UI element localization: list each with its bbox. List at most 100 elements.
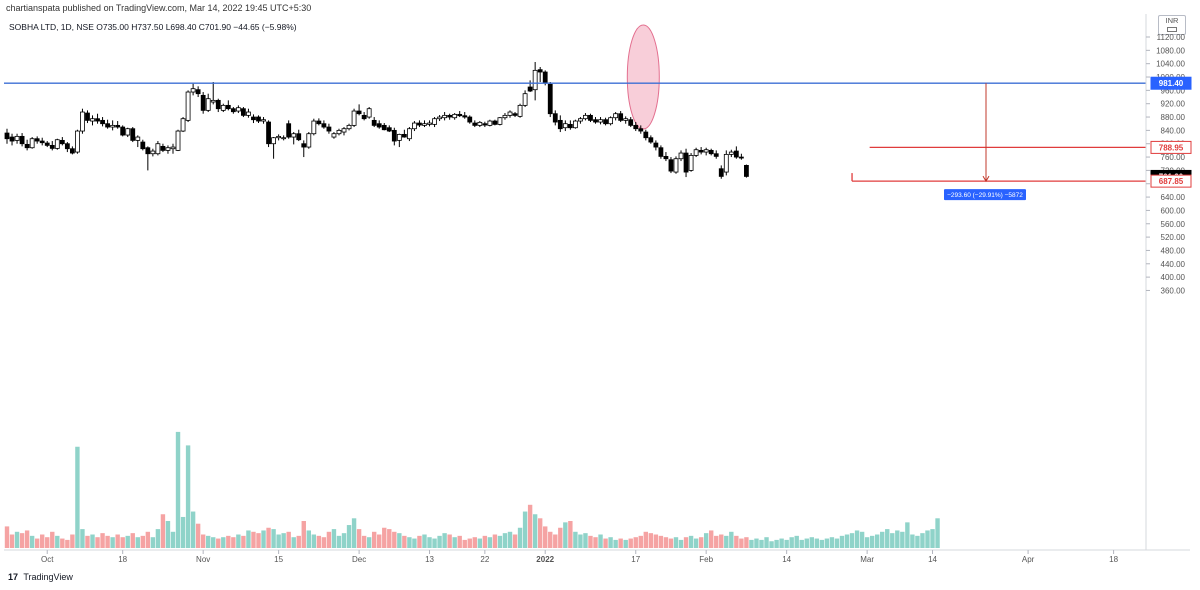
- currency-button[interactable]: INR: [1158, 15, 1186, 35]
- volume-bar: [311, 534, 317, 548]
- candle-body: [39, 140, 45, 144]
- candle-body: [150, 150, 156, 155]
- candle-body: [633, 124, 639, 130]
- candle-body: [135, 136, 141, 141]
- candle-body: [452, 113, 458, 119]
- volume-bar: [714, 535, 719, 548]
- volume-bar: [698, 537, 704, 548]
- volume-bar: [432, 538, 437, 548]
- volume-bar: [683, 537, 689, 548]
- time-tick-label: Feb: [699, 555, 713, 564]
- resistance-price-tag: 981.40: [1159, 79, 1184, 88]
- candle-body: [195, 89, 201, 95]
- volume-bar: [719, 534, 724, 548]
- volume-bar: [70, 534, 75, 548]
- candle-body: [210, 99, 216, 103]
- candle-body: [487, 120, 493, 126]
- time-tick-label: 17: [631, 555, 640, 564]
- volume-bar: [50, 531, 55, 548]
- volume-bar: [693, 538, 699, 548]
- volume-bar: [180, 516, 186, 548]
- candle-body: [663, 155, 669, 160]
- publisher-line: chartianspata published on TradingView.c…: [6, 3, 312, 13]
- candle-body: [200, 94, 206, 111]
- candles: [4, 62, 749, 179]
- volume-bar: [925, 530, 930, 548]
- volume-bar: [221, 537, 226, 548]
- candle-body: [291, 133, 297, 138]
- volume-bar: [291, 537, 296, 548]
- candle-body: [638, 128, 644, 132]
- volume-bar: [527, 504, 533, 548]
- candle-body: [648, 137, 654, 143]
- volume-bar: [724, 535, 729, 548]
- volume-bar: [588, 535, 593, 548]
- volume-bar: [130, 533, 135, 548]
- candle-body: [356, 110, 362, 115]
- candle-body: [417, 122, 422, 126]
- volume-bar: [105, 535, 110, 548]
- volume-bar: [598, 534, 603, 548]
- volume-bar: [915, 535, 920, 548]
- candle-body: [361, 114, 367, 120]
- candle-body: [618, 113, 624, 121]
- volume-bar: [135, 537, 140, 548]
- price-tick-label: 1120.00: [1157, 33, 1186, 42]
- candle-body: [24, 143, 30, 149]
- volume-bar: [387, 529, 392, 548]
- volume-bar: [864, 537, 870, 548]
- volume-bar: [824, 538, 830, 548]
- candle-body: [401, 133, 407, 138]
- volume-bar: [829, 537, 835, 548]
- volume-bar: [593, 537, 598, 548]
- time-axis[interactable]: Oct 18 Nov 15 Dec 13 22 2022 17 Feb 14 Mar 14 Apr 18: [4, 549, 1190, 564]
- volume-bar: [492, 534, 498, 548]
- candle-body: [326, 126, 332, 132]
- volume-bar: [859, 531, 865, 548]
- candle-body: [321, 123, 327, 128]
- volume-bar: [195, 523, 201, 548]
- candle-body: [341, 128, 347, 133]
- volume-bar: [120, 537, 125, 548]
- candle-body: [246, 111, 251, 116]
- volume-bar: [895, 530, 900, 548]
- candle-body: [301, 143, 307, 148]
- volume-bar: [930, 529, 935, 548]
- volume-bar: [749, 539, 754, 548]
- candle-body: [376, 123, 382, 128]
- volume-bar: [110, 537, 115, 548]
- volume-bar: [9, 534, 15, 548]
- candle-body: [271, 137, 276, 145]
- drawing-overlays-back: [626, 24, 660, 130]
- candle-body: [467, 116, 473, 123]
- candle-body: [713, 153, 719, 157]
- candle-body: [29, 138, 35, 149]
- volume-bar: [34, 538, 40, 548]
- candle-body: [427, 122, 432, 125]
- toggle-icon: [1167, 27, 1177, 32]
- volume-bar: [447, 534, 452, 548]
- range-high-price-tag: 788.95: [1159, 143, 1184, 152]
- candle-body: [532, 69, 538, 91]
- volume-bar: [839, 535, 845, 548]
- volume-bar: [276, 534, 281, 548]
- price-axis[interactable]: 1120.001080.001040.001000.00960.00920.00…: [1145, 14, 1192, 550]
- volume-bar: [497, 535, 503, 548]
- candle-body: [49, 144, 55, 149]
- price-tick-label: 440.00: [1161, 260, 1186, 269]
- volume-bar: [885, 529, 890, 548]
- volume-bar: [271, 529, 276, 548]
- candle-body: [507, 111, 513, 116]
- tradingview-brand[interactable]: 17 TradingView: [8, 572, 73, 582]
- volume-bar: [336, 535, 342, 548]
- candle-body: [572, 120, 578, 129]
- volume-bar: [301, 521, 306, 548]
- candle-body: [708, 149, 714, 155]
- candle-body: [371, 119, 377, 126]
- volume-bar: [175, 431, 181, 548]
- candle-body: [593, 119, 598, 123]
- volume-bars: [4, 431, 940, 548]
- volume-bar: [321, 537, 327, 548]
- volume-bar: [4, 526, 10, 548]
